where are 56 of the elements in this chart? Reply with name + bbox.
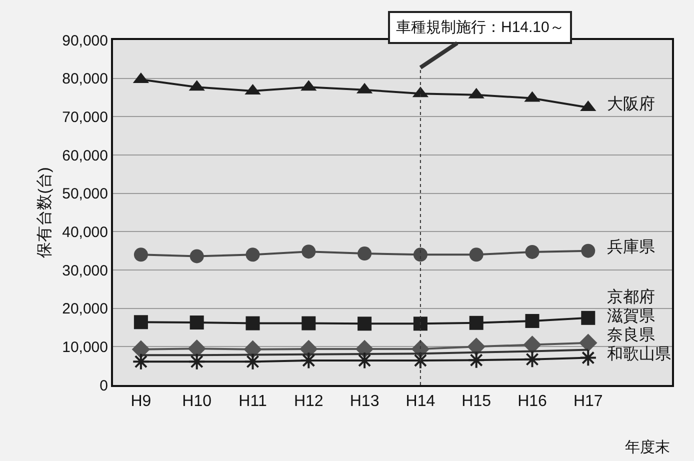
y-tick-label: 40,000	[62, 224, 108, 241]
point	[246, 316, 260, 330]
series-label: 滋賀県	[607, 308, 655, 325]
point	[579, 334, 598, 352]
y-tick-label: 60,000	[62, 147, 108, 164]
point	[581, 244, 596, 258]
y-tick-label: 90,000	[62, 32, 108, 50]
point	[469, 316, 484, 330]
series-label: 奈良県	[607, 326, 655, 344]
point	[244, 352, 262, 370]
point	[413, 316, 428, 331]
x-tick-label: H12	[294, 393, 324, 410]
point	[302, 316, 316, 330]
y-tick-label: 10,000	[62, 338, 108, 356]
point	[579, 348, 597, 367]
series-label: 和歌山県	[607, 345, 671, 363]
point	[302, 244, 316, 259]
point	[358, 316, 372, 331]
y-tick-label: 70,000	[62, 108, 108, 126]
point	[525, 244, 540, 259]
point	[413, 248, 428, 262]
y-tick-label: 20,000	[62, 300, 108, 318]
x-tick-label: H10	[182, 393, 212, 410]
point	[188, 339, 206, 358]
y-axis-title: 保有台数(台)	[36, 167, 54, 258]
y-tick-label: 30,000	[62, 262, 108, 280]
point	[525, 314, 540, 328]
point	[358, 246, 372, 261]
x-tick-label: H15	[462, 393, 492, 410]
y-tick-label: 50,000	[62, 186, 108, 203]
point	[134, 315, 148, 330]
x-tick-label: H17	[573, 393, 603, 410]
x-axis-title: 年度末	[625, 439, 670, 456]
point	[581, 310, 596, 325]
series-label: 京都府	[607, 288, 655, 306]
x-tick-label: H16	[518, 393, 548, 410]
y-tick-label: 80,000	[62, 70, 108, 88]
point	[469, 248, 484, 262]
point	[190, 316, 204, 330]
ref-line-label: 車種規制施行：H14.10～	[396, 19, 564, 36]
point	[246, 248, 260, 262]
point	[188, 352, 206, 370]
point	[132, 352, 150, 370]
series-label: 兵庫県	[607, 238, 655, 256]
x-tick-label: H11	[238, 393, 267, 410]
point	[132, 340, 150, 358]
x-tick-label: H13	[350, 393, 380, 410]
point	[468, 351, 486, 369]
x-tick-label: H14	[406, 393, 436, 410]
y-tick-label: 0	[100, 377, 108, 394]
x-tick-label: H9	[130, 393, 152, 410]
point	[190, 249, 204, 264]
point	[523, 350, 542, 368]
series-label: 大阪府	[607, 95, 655, 113]
point	[134, 248, 148, 262]
point	[523, 336, 542, 354]
